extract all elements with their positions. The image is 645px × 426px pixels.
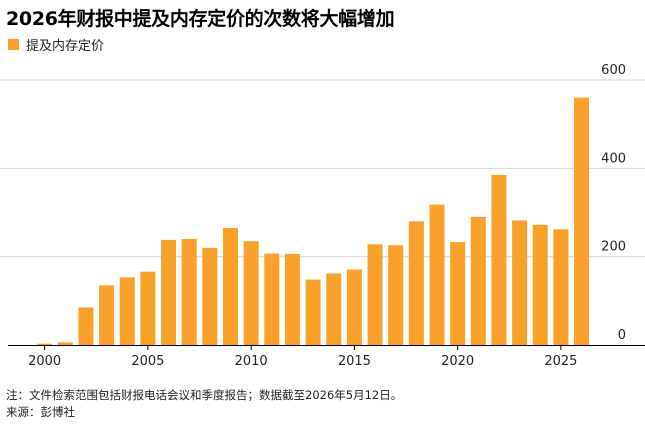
x-tick-label: 2010: [235, 354, 268, 369]
y-tick-label: 400: [601, 151, 626, 166]
bar: [388, 245, 404, 345]
legend: 提及内存定价: [8, 35, 104, 54]
bar: [429, 204, 445, 345]
source-note: 来源：彭博社: [6, 405, 75, 419]
bar: [181, 239, 197, 345]
bar: [243, 241, 259, 345]
bar: [491, 174, 507, 345]
bar: [326, 273, 342, 345]
x-tick-label: 2005: [131, 354, 164, 369]
y-tick-label: 0: [618, 328, 626, 343]
bar: [512, 220, 528, 345]
bar: [553, 229, 569, 345]
bar: [574, 97, 590, 346]
x-tick-label: 2025: [544, 354, 577, 369]
bar: [264, 253, 280, 345]
bar: [450, 242, 466, 345]
bar: [346, 269, 362, 345]
bar: [470, 216, 486, 345]
bar: [284, 254, 300, 345]
bar: [57, 342, 73, 345]
x-tick-label: 2020: [441, 354, 474, 369]
bar: [37, 343, 53, 345]
bar: [202, 247, 218, 345]
bar: [140, 271, 156, 345]
bar: [367, 244, 383, 345]
bar: [78, 307, 94, 345]
x-tick-label: 2015: [338, 354, 371, 369]
x-tick-label: 2000: [28, 354, 61, 369]
legend-swatch: [8, 39, 19, 50]
bar: [408, 221, 424, 345]
y-tick-label: 600: [601, 63, 626, 78]
bar: [161, 239, 177, 345]
bar: [223, 227, 238, 345]
footnote: 注：文件检索范围包括财报电话会议和季度报告；数据截至2026年5月12日。: [6, 388, 403, 402]
bar: [532, 224, 548, 345]
y-tick-label: 200: [601, 240, 626, 255]
bar: [119, 277, 135, 345]
chart-title: 2026年财报中提及内存定价的次数将大幅增加: [6, 8, 395, 30]
bar: [99, 285, 115, 345]
legend-label: 提及内存定价: [26, 39, 105, 54]
bar: [305, 279, 321, 345]
